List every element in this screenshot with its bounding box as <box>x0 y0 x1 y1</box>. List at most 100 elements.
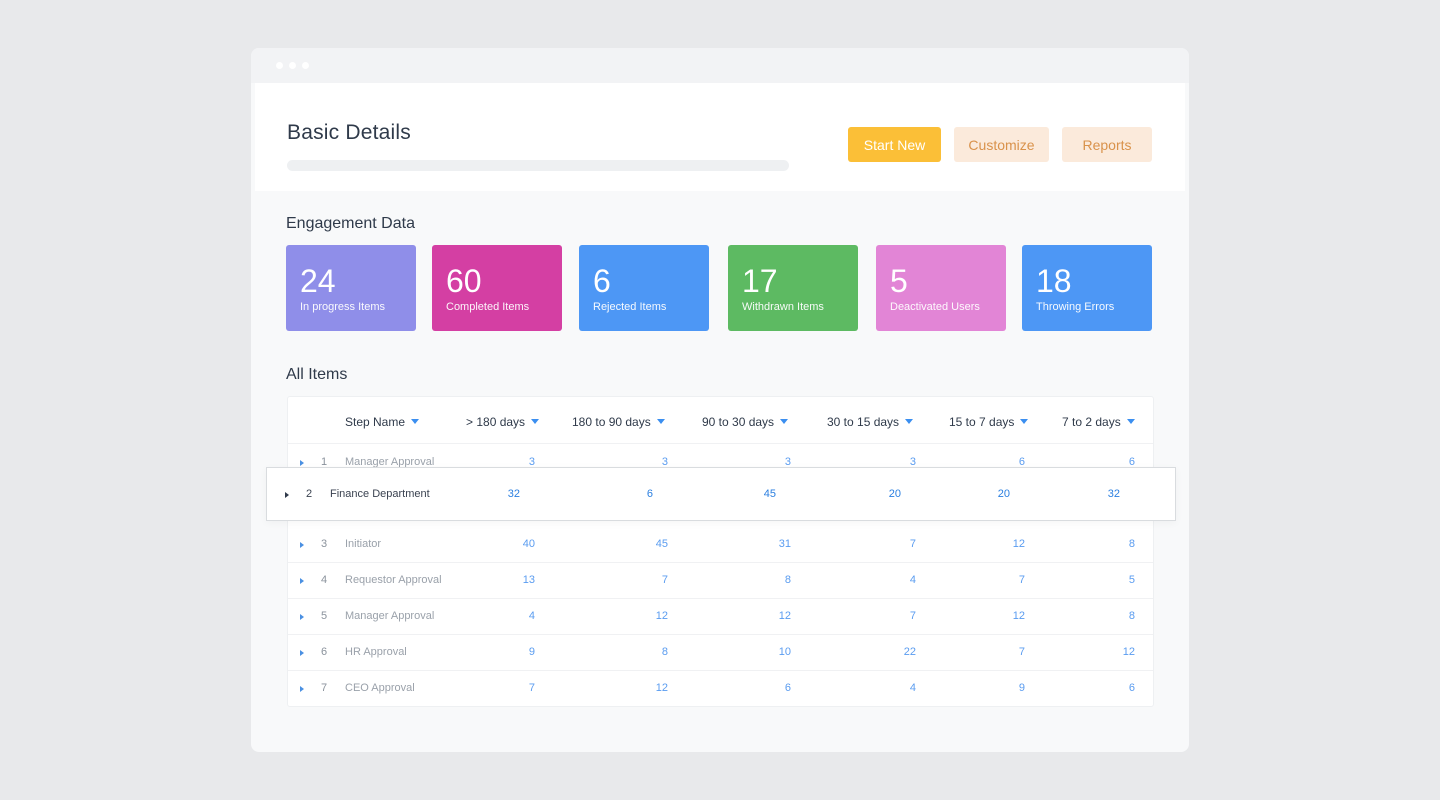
sort-caret-icon <box>531 419 540 425</box>
sort-caret-icon <box>905 419 914 425</box>
table-row[interactable]: 3 Initiator 40 45 31 7 12 8 <box>288 527 1153 563</box>
stat-card-value: 6 <box>593 263 611 299</box>
stat-card-value: 60 <box>446 263 482 299</box>
day-count-cell: 32 <box>507 488 520 500</box>
stat-card-label: Withdrawn Items <box>742 301 824 313</box>
expand-arrow-icon[interactable] <box>300 686 304 692</box>
day-count-cell: 6 <box>1018 456 1025 468</box>
day-count-cell: 13 <box>522 574 535 586</box>
window-titlebar <box>251 48 1189 83</box>
page-title: Basic Details <box>287 121 411 144</box>
column-header-label: 30 to 15 days <box>827 415 900 429</box>
column-header[interactable]: 7 to 2 days <box>1062 415 1135 429</box>
row-index: 4 <box>321 574 328 586</box>
items-table: Step Name > 180 days 180 to 90 days 90 to 3… <box>287 396 1154 707</box>
column-header-label: Step Name <box>345 415 406 429</box>
day-count-cell: 32 <box>1107 488 1120 500</box>
column-header-label: 180 to 90 days <box>572 415 651 429</box>
day-count-cell: 4 <box>528 610 535 622</box>
all-items-section-title: All Items <box>286 366 348 383</box>
expand-arrow-icon[interactable] <box>300 542 304 548</box>
day-count-cell: 7 <box>1018 646 1025 658</box>
row-divider <box>288 634 1153 635</box>
day-count-cell: 3 <box>909 456 916 468</box>
stat-card[interactable]: 18 Throwing Errors <box>1022 245 1152 331</box>
day-count-cell: 9 <box>1018 682 1025 694</box>
stat-card[interactable]: 24 In progress Items <box>286 245 416 331</box>
day-count-cell: 8 <box>1128 610 1135 622</box>
step-name: CEO Approval <box>345 682 415 694</box>
day-count-cell: 7 <box>1018 574 1025 586</box>
table-row[interactable]: 7 CEO Approval 7 12 6 4 9 6 <box>288 671 1153 707</box>
column-header[interactable]: Step Name <box>345 415 420 429</box>
step-name: Initiator <box>345 538 382 550</box>
window-dot-icon <box>302 62 309 69</box>
expand-arrow-icon[interactable] <box>300 578 304 584</box>
stat-card-label: Completed Items <box>446 301 530 313</box>
day-count-cell: 7 <box>661 574 668 586</box>
table-row[interactable]: 6 HR Approval 9 8 10 22 7 12 <box>288 635 1153 671</box>
day-count-cell: 12 <box>655 682 668 694</box>
stat-card[interactable]: 5 Deactivated Users <box>876 245 1006 331</box>
column-header[interactable]: > 180 days <box>466 415 540 429</box>
window-dot-icon <box>289 62 296 69</box>
sort-caret-icon <box>411 419 420 425</box>
day-count-cell: 12 <box>1122 646 1135 658</box>
page-header: Basic Details Start New Customize Report… <box>255 83 1185 191</box>
stat-card[interactable]: 60 Completed Items <box>432 245 562 331</box>
engagement-section-title: Engagement Data <box>286 215 415 232</box>
expand-arrow-icon[interactable] <box>300 650 304 656</box>
step-name: Manager Approval <box>345 456 435 468</box>
day-count-cell: 4 <box>909 574 916 586</box>
day-count-cell: 12 <box>1012 538 1025 550</box>
day-count-cell: 9 <box>528 646 535 658</box>
row-index: 5 <box>321 610 328 622</box>
step-name: HR Approval <box>345 646 407 658</box>
stat-card-value: 17 <box>742 263 778 299</box>
day-count-cell: 6 <box>1128 682 1135 694</box>
step-name: Finance Department <box>330 488 430 500</box>
customize-button[interactable]: Customize <box>954 127 1049 162</box>
day-count-cell: 45 <box>655 538 668 550</box>
row-divider <box>288 598 1153 599</box>
day-count-cell: 10 <box>778 646 791 658</box>
expand-arrow-icon[interactable] <box>285 492 289 498</box>
table-row[interactable]: 4 Requestor Approval 13 7 8 4 7 5 <box>288 563 1153 599</box>
row-divider <box>288 670 1153 671</box>
app-window: Basic Details Start New Customize Report… <box>251 48 1189 752</box>
column-header-label: > 180 days <box>466 415 526 429</box>
column-header[interactable]: 90 to 30 days <box>702 415 789 429</box>
day-count-cell: 12 <box>655 610 668 622</box>
column-header[interactable]: 30 to 15 days <box>827 415 914 429</box>
day-count-cell: 45 <box>763 488 776 500</box>
stat-card-value: 18 <box>1036 263 1072 299</box>
column-header[interactable]: 180 to 90 days <box>572 415 665 429</box>
start-new-button[interactable]: Start New <box>848 127 941 162</box>
day-count-cell: 6 <box>1128 456 1135 468</box>
stat-card-value: 5 <box>890 263 908 299</box>
sort-caret-icon <box>656 419 665 425</box>
row-index: 2 <box>306 488 313 500</box>
stat-card[interactable]: 6 Rejected Items <box>579 245 709 331</box>
column-header[interactable]: 15 to 7 days <box>949 415 1029 429</box>
title-placeholder-bar <box>287 160 789 171</box>
row-index: 7 <box>321 682 328 694</box>
reports-button[interactable]: Reports <box>1062 127 1152 162</box>
stat-card[interactable]: 17 Withdrawn Items <box>728 245 858 331</box>
expand-arrow-icon[interactable] <box>300 460 304 466</box>
header-divider <box>288 443 1153 444</box>
stat-card-label: In progress Items <box>300 301 385 313</box>
day-count-cell: 6 <box>784 682 791 694</box>
table-row[interactable]: 5 Manager Approval 4 12 12 7 12 8 <box>288 599 1153 635</box>
highlighted-table-row[interactable]: 2 Finance Department 32 6 45 20 20 32 <box>266 467 1176 521</box>
day-count-cell: 12 <box>778 610 791 622</box>
sort-caret-icon <box>1126 419 1135 425</box>
day-count-cell: 6 <box>646 488 653 500</box>
expand-arrow-icon[interactable] <box>300 614 304 620</box>
day-count-cell: 22 <box>903 646 916 658</box>
day-count-cell: 12 <box>1012 610 1025 622</box>
sort-caret-icon <box>1020 419 1029 425</box>
step-name: Manager Approval <box>345 610 435 622</box>
stat-card-label: Rejected Items <box>593 301 667 313</box>
day-count-cell: 8 <box>1128 538 1135 550</box>
